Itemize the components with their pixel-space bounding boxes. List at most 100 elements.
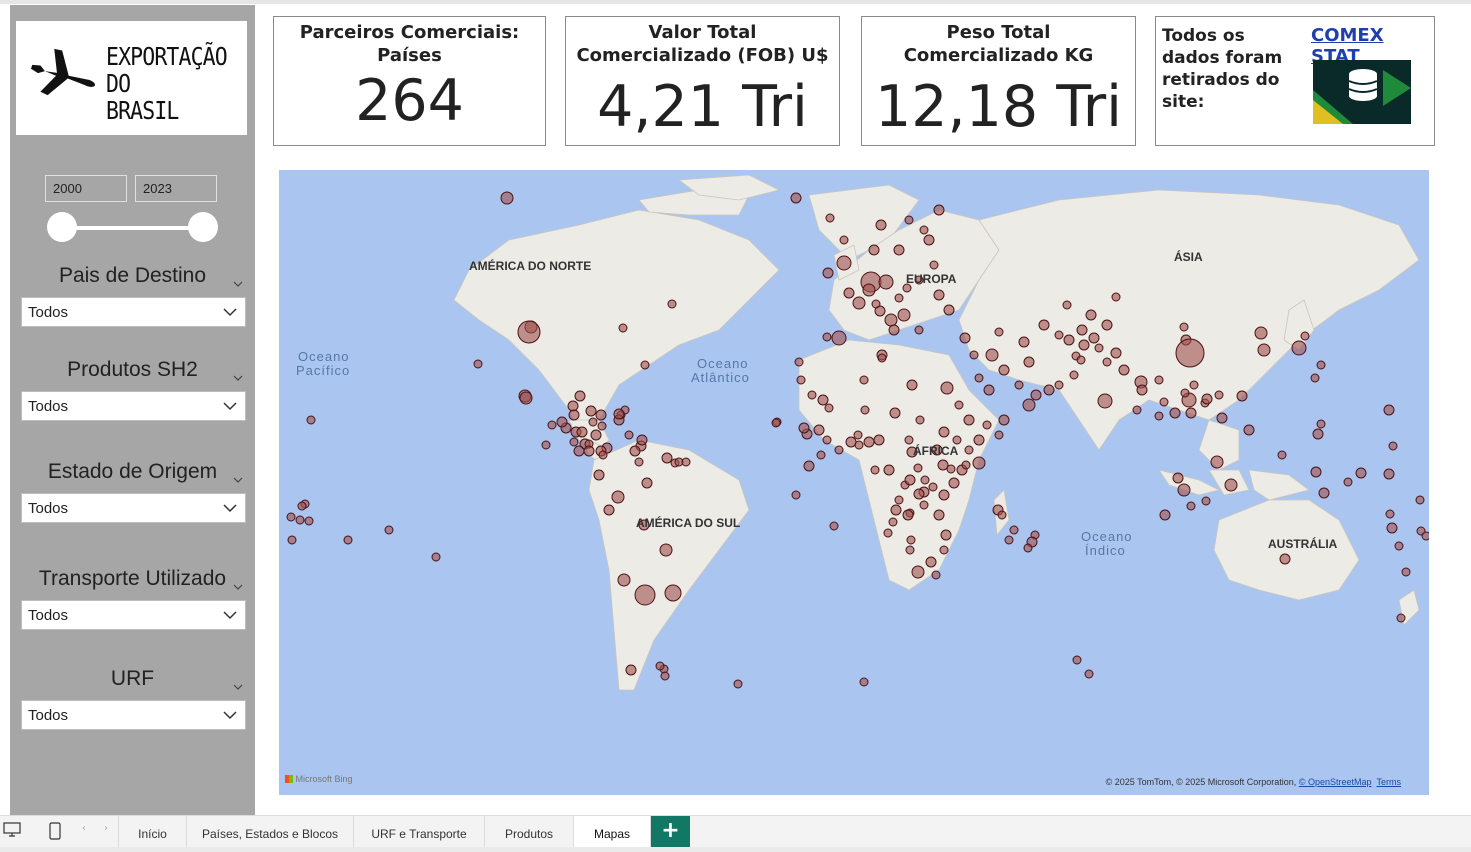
export-bubble[interactable] xyxy=(1072,655,1082,665)
export-bubble[interactable] xyxy=(1085,309,1097,321)
world-map[interactable]: AMÉRICA DO NORTE AMÉRICA DO SUL EUROPA Á… xyxy=(279,170,1429,795)
export-bubble[interactable] xyxy=(1111,292,1121,302)
export-bubble[interactable] xyxy=(794,357,804,367)
export-bubble[interactable] xyxy=(888,324,900,336)
export-bubble[interactable] xyxy=(625,664,637,676)
export-bubble[interactable] xyxy=(574,390,586,402)
export-bubble[interactable] xyxy=(1110,347,1122,359)
export-bubble[interactable] xyxy=(1062,300,1072,310)
export-bubble[interactable] xyxy=(822,267,834,279)
export-bubble[interactable] xyxy=(1383,404,1395,416)
export-bubble[interactable] xyxy=(588,417,598,427)
export-bubble[interactable] xyxy=(595,409,607,421)
export-bubble[interactable] xyxy=(1310,466,1322,478)
kpi-card-peso[interactable]: Peso Total Comercializado KG 12,18 Tri xyxy=(861,16,1136,146)
export-bubble[interactable] xyxy=(1343,477,1353,487)
export-bubble[interactable] xyxy=(913,488,925,500)
export-bubble[interactable] xyxy=(1385,509,1395,519)
export-bubble[interactable] xyxy=(883,528,893,538)
export-bubble[interactable] xyxy=(904,435,914,445)
export-bubble[interactable] xyxy=(384,525,394,535)
export-bubble[interactable] xyxy=(920,475,930,485)
export-bubble[interactable] xyxy=(913,463,923,473)
export-bubble[interactable] xyxy=(655,661,665,671)
export-bubble[interactable] xyxy=(1154,411,1164,421)
export-bubble[interactable] xyxy=(836,255,852,271)
export-bubble[interactable] xyxy=(878,274,894,290)
export-bubble[interactable] xyxy=(791,490,801,500)
export-bubble[interactable] xyxy=(624,430,634,440)
export-bubble[interactable] xyxy=(914,275,924,285)
export-bubble[interactable] xyxy=(940,381,954,395)
export-bubble[interactable] xyxy=(954,400,964,410)
export-bubble[interactable] xyxy=(973,434,985,446)
desktop-view-icon[interactable] xyxy=(3,822,21,838)
export-bubble[interactable] xyxy=(598,450,608,460)
export-bubble[interactable] xyxy=(556,416,568,428)
export-bubble[interactable] xyxy=(1022,398,1036,412)
osm-link[interactable]: © OpenStreetMap xyxy=(1298,777,1372,787)
export-bubble[interactable] xyxy=(888,517,898,527)
export-bubble[interactable] xyxy=(541,440,551,450)
export-bubble[interactable] xyxy=(994,327,1004,337)
export-bubble[interactable] xyxy=(931,570,941,580)
export-bubble[interactable] xyxy=(1102,357,1112,367)
export-bubble[interactable] xyxy=(1243,424,1255,436)
export-bubble[interactable] xyxy=(1421,531,1429,541)
export-bubble[interactable] xyxy=(1257,343,1271,357)
export-bubble[interactable] xyxy=(939,545,949,555)
export-bubble[interactable] xyxy=(1201,393,1213,405)
export-bubble[interactable] xyxy=(1030,389,1042,401)
export-bubble[interactable] xyxy=(517,320,541,344)
export-bubble[interactable] xyxy=(889,407,901,419)
export-bubble[interactable] xyxy=(1316,419,1326,429)
export-bubble[interactable] xyxy=(883,464,895,476)
export-bubble[interactable] xyxy=(636,434,648,446)
export-bubble[interactable] xyxy=(902,509,914,521)
export-bubble[interactable] xyxy=(813,424,825,436)
export-bubble[interactable] xyxy=(852,296,866,310)
export-bubble[interactable] xyxy=(817,394,829,406)
export-bubble[interactable] xyxy=(884,313,898,327)
export-bubble[interactable] xyxy=(829,521,839,531)
export-bubble[interactable] xyxy=(1415,495,1425,505)
kpi-card-valor[interactable]: Valor Total Comercializado (FOB) U$ 4,21… xyxy=(565,16,840,146)
export-bubble[interactable] xyxy=(940,529,952,541)
export-bubble[interactable] xyxy=(1210,455,1224,469)
map-svg[interactable]: AMÉRICA DO NORTE AMÉRICA DO SUL EUROPA Á… xyxy=(279,170,1429,795)
export-bubble[interactable] xyxy=(590,429,602,441)
export-bubble[interactable] xyxy=(863,436,875,448)
export-bubble[interactable] xyxy=(998,364,1010,376)
export-bubble[interactable] xyxy=(500,191,514,205)
export-bubble[interactable] xyxy=(1388,441,1398,451)
produtos-dropdown[interactable]: Todos xyxy=(21,391,246,421)
export-bubble[interactable] xyxy=(659,543,673,557)
export-bubble[interactable] xyxy=(1394,541,1404,551)
export-bubble[interactable] xyxy=(933,289,945,301)
export-bubble[interactable] xyxy=(816,450,826,460)
export-bubble[interactable] xyxy=(1009,525,1019,535)
export-bubble[interactable] xyxy=(873,434,885,446)
export-bubble[interactable] xyxy=(286,512,296,522)
export-bubble[interactable] xyxy=(519,391,533,405)
export-bubble[interactable] xyxy=(1159,509,1171,521)
chevron-down-icon[interactable] xyxy=(233,279,243,289)
export-bubble[interactable] xyxy=(860,405,870,415)
export-bubble[interactable] xyxy=(664,584,682,602)
export-bubble[interactable] xyxy=(937,459,949,471)
export-bubble[interactable] xyxy=(597,421,607,431)
export-bubble[interactable] xyxy=(925,556,937,568)
export-bubble[interactable] xyxy=(297,501,307,511)
export-bubble[interactable] xyxy=(877,353,887,363)
export-bubble[interactable] xyxy=(963,414,975,426)
export-bubble[interactable] xyxy=(906,379,918,391)
export-bubble[interactable] xyxy=(661,452,673,464)
export-bubble[interactable] xyxy=(640,360,650,370)
export-bubble[interactable] xyxy=(904,474,916,486)
export-bubble[interactable] xyxy=(961,460,971,470)
export-bubble[interactable] xyxy=(790,192,802,204)
terms-link[interactable]: Terms xyxy=(1376,777,1402,787)
export-bubble[interactable] xyxy=(306,415,316,425)
export-bubble[interactable] xyxy=(1076,355,1086,365)
export-bubble[interactable] xyxy=(617,573,631,587)
